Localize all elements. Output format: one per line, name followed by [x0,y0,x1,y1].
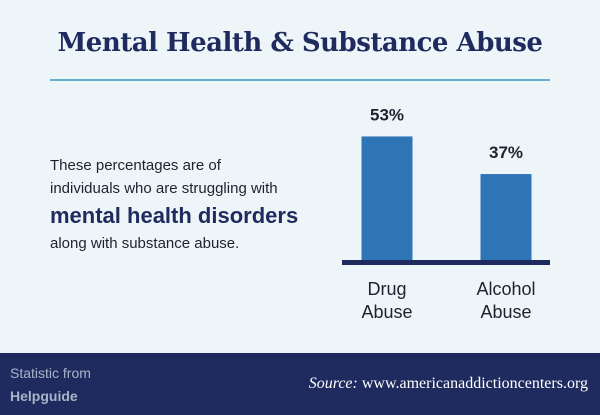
x-axis-line [342,260,550,265]
title-divider [50,79,550,81]
footer-bar: Statistic from Helpguide Source: www.ame… [0,353,600,415]
category-label-0-1: Abuse [361,302,412,322]
description-block: These percentages are of individuals who… [50,154,340,255]
bar-0 [361,136,413,261]
credit-label: Statistic from [10,365,91,381]
data-label-1: 37% [489,143,523,162]
infographic-title: Mental Health & Substance Abuse [57,28,543,58]
category-label-1-0: Alcohol [476,279,535,299]
data-label-0: 53% [370,105,404,124]
source-attribution: Source: www.americanaddictioncenters.org [309,375,588,393]
bar-chart: 53% Drug Abuse 37% Alcohol Abuse [342,105,550,322]
category-label-1-1: Abuse [480,302,531,322]
source-url: www.americanaddictioncenters.org [361,375,588,392]
credit-name: Helpguide [10,388,78,404]
description-line-1: These percentages are of [50,157,221,174]
category-label-0-0: Drug [367,279,406,299]
description-line-2: individuals who are struggling with [50,180,278,197]
source-label: Source: [308,375,358,392]
bar-1 [480,174,532,261]
description-line-3: along with substance abuse. [50,235,240,252]
description-emphasis: mental health disorders [50,203,299,228]
